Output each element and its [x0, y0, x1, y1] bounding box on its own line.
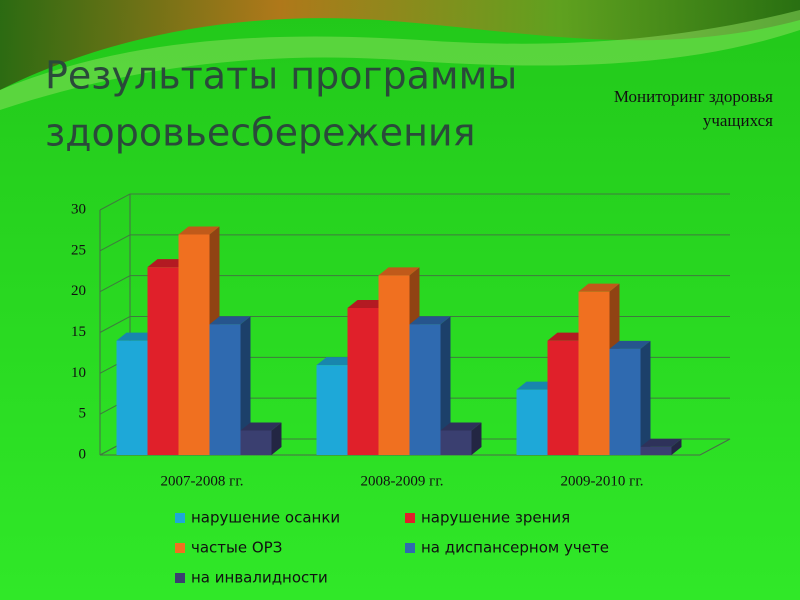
bar — [440, 430, 472, 455]
bar-side — [440, 316, 451, 455]
chart-subtitle: Мониторинг здоровья — [614, 87, 773, 106]
bar-side — [471, 422, 482, 455]
y-tick-label: 25 — [71, 242, 86, 258]
bar — [640, 446, 672, 455]
bar-top — [178, 226, 220, 235]
legend-swatch — [175, 513, 185, 523]
grid-line — [99, 193, 730, 211]
x-tick-label: 2007-2008 гг. — [160, 473, 243, 489]
legend-label: нарушение осанки — [191, 509, 340, 527]
y-tick-label: 0 — [79, 446, 87, 462]
bar-top — [378, 267, 420, 276]
header-band — [0, 0, 800, 90]
bar-top — [547, 332, 589, 341]
y-tick-label: 20 — [71, 283, 86, 299]
bar — [116, 340, 148, 455]
bar-top — [409, 316, 451, 325]
y-tick-label: 10 — [71, 365, 86, 381]
bar — [409, 324, 441, 455]
legend-label: на инвалидности — [191, 569, 328, 587]
x-tick-label: 2008-2009 гг. — [360, 473, 443, 489]
bar — [178, 234, 210, 455]
legend-label: частые ОРЗ — [191, 539, 282, 557]
bar-top — [578, 283, 620, 292]
slide-title-line: Результаты программы — [45, 54, 517, 98]
legend-swatch — [405, 543, 415, 553]
bar-top — [147, 259, 189, 268]
y-tick-label: 5 — [79, 406, 87, 422]
legend-swatch — [175, 543, 185, 553]
bar-top — [240, 422, 282, 431]
grid-line — [99, 234, 730, 252]
bar — [516, 389, 548, 455]
bar — [347, 308, 379, 455]
chart: 0 5 10 15 20 25 30 2007-2008 гг. 2008-2009 гг. 20… — [71, 193, 731, 587]
bar-top — [516, 381, 558, 390]
bar — [609, 348, 641, 455]
bar — [209, 324, 241, 455]
bar-side — [271, 422, 282, 455]
bar — [240, 430, 272, 455]
legend-label: на диспансерном учете — [421, 539, 609, 557]
slide-title-line: здоровьесбережения — [45, 111, 476, 155]
bar-top — [440, 422, 482, 431]
bar — [547, 340, 579, 455]
bar — [316, 365, 348, 455]
bar-top — [347, 300, 389, 308]
y-tick-label: 15 — [71, 324, 86, 340]
x-tick-label: 2009-2010 гг. — [560, 473, 643, 489]
bar-top — [609, 340, 651, 349]
grid-line — [99, 316, 730, 333]
y-tick-label: 30 — [71, 201, 86, 217]
chart-subtitle: учащихся — [703, 111, 773, 130]
grid-line — [99, 275, 730, 293]
bar — [578, 291, 610, 455]
bar — [147, 267, 179, 455]
bar-side — [240, 316, 251, 455]
bar-top — [116, 332, 158, 341]
bar-side — [671, 438, 682, 455]
legend-label: нарушение зрения — [421, 509, 570, 527]
bar-side — [640, 340, 651, 455]
bar-top — [640, 438, 682, 447]
bar-top — [209, 316, 251, 325]
legend-swatch — [405, 513, 415, 523]
bar — [378, 275, 410, 455]
bar-top — [316, 357, 358, 366]
header-wave — [0, 10, 800, 110]
legend-swatch — [175, 573, 185, 583]
